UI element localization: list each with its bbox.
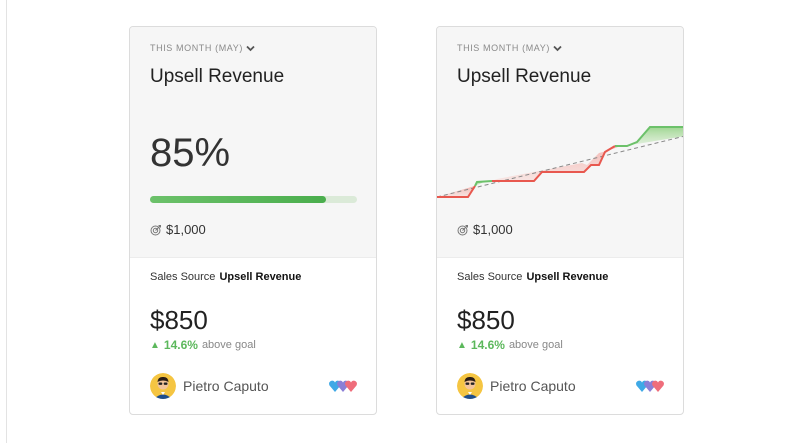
actual-line-below xyxy=(437,185,476,198)
delta-label: above goal xyxy=(508,339,563,351)
up-arrow-icon: ▲ xyxy=(457,339,467,351)
chevron-down-icon xyxy=(553,45,562,51)
hearts-icon xyxy=(636,380,664,392)
delta-label: above goal xyxy=(201,339,256,351)
period-selector[interactable]: THIS MONTH (MAY) xyxy=(457,43,562,53)
delta: ▲ 14.6% above goal xyxy=(150,338,256,352)
goal-value: $1,000 xyxy=(473,222,513,237)
up-arrow-icon: ▲ xyxy=(150,339,160,351)
actual-line-above xyxy=(474,180,493,187)
period-label: THIS MONTH (MAY) xyxy=(150,43,243,53)
avatar xyxy=(457,373,483,399)
card-title: Upsell Revenue xyxy=(457,66,592,87)
owner-name: Pietro Caputo xyxy=(183,378,269,394)
trend-chart xyxy=(437,126,683,198)
target-icon xyxy=(150,224,161,235)
progress-bar xyxy=(150,196,357,203)
goal: $1,000 xyxy=(457,222,513,237)
card-header: THIS MONTH (MAY) Upsell Revenue xyxy=(437,27,683,258)
delta-value: 14.6% xyxy=(470,338,505,352)
goal-value: $1,000 xyxy=(166,222,206,237)
owner-name: Pietro Caputo xyxy=(490,378,576,394)
target-icon xyxy=(457,224,468,235)
progress-fill xyxy=(150,196,326,203)
sales-source: Sales Source Upsell Revenue xyxy=(150,271,301,283)
period-selector[interactable]: THIS MONTH (MAY) xyxy=(150,43,255,53)
amount-value: $850 xyxy=(150,305,208,335)
delta-value: 14.6% xyxy=(163,338,198,352)
source-label: Sales Source xyxy=(150,271,216,283)
dashboard-canvas: THIS MONTH (MAY) Upsell Revenue 85% $1,0… xyxy=(6,0,792,443)
avatar xyxy=(150,373,176,399)
period-label: THIS MONTH (MAY) xyxy=(457,43,550,53)
target-line xyxy=(437,135,683,198)
metric-card-trend[interactable]: THIS MONTH (MAY) Upsell Revenue xyxy=(436,26,684,415)
above-target-area xyxy=(615,127,683,146)
metric-card-progress[interactable]: THIS MONTH (MAY) Upsell Revenue 85% $1,0… xyxy=(129,26,377,415)
source-value: Upsell Revenue xyxy=(526,271,609,283)
chevron-down-icon xyxy=(246,45,255,51)
owner[interactable]: Pietro Caputo xyxy=(457,373,576,399)
source-value: Upsell Revenue xyxy=(219,271,302,283)
goal: $1,000 xyxy=(150,222,206,237)
percent-value: 85% xyxy=(150,131,231,175)
actual-line-above xyxy=(615,126,683,147)
delta: ▲ 14.6% above goal xyxy=(457,338,563,352)
actual-line-below xyxy=(492,145,616,182)
source-label: Sales Source xyxy=(457,271,523,283)
sales-source: Sales Source Upsell Revenue xyxy=(457,271,608,283)
owner[interactable]: Pietro Caputo xyxy=(150,373,269,399)
hearts-icon xyxy=(329,380,357,392)
amount-value: $850 xyxy=(457,305,515,335)
card-header: THIS MONTH (MAY) Upsell Revenue 85% $1,0… xyxy=(130,27,376,258)
card-title: Upsell Revenue xyxy=(150,66,285,87)
below-target-area xyxy=(492,146,618,181)
